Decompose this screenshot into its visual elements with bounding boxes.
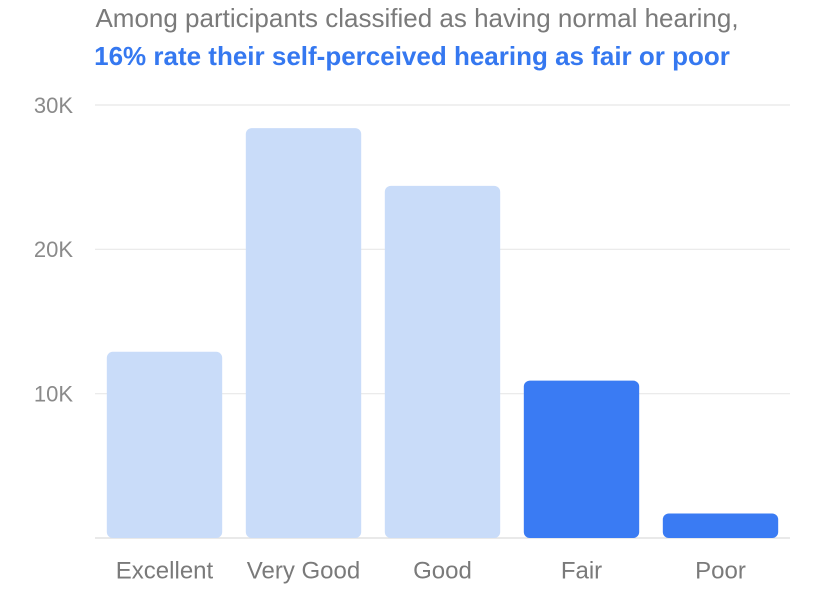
bar xyxy=(106,351,223,538)
y-tick-label: 20K xyxy=(34,237,73,262)
x-tick-label: Good xyxy=(413,557,472,584)
bar xyxy=(245,128,362,539)
chart-subtitle: 16% rate their self-perceived hearing as… xyxy=(94,41,730,71)
x-tick-label: Poor xyxy=(695,557,746,584)
bar xyxy=(523,380,640,538)
x-tick-label: Fair xyxy=(561,557,602,584)
x-tick-label: Very Good xyxy=(247,557,360,584)
y-tick-label: 10K xyxy=(34,381,73,406)
x-tick-label: Excellent xyxy=(116,557,214,584)
chart-title: Among participants classified as having … xyxy=(95,3,738,33)
bar xyxy=(662,513,779,538)
bar xyxy=(384,185,501,538)
y-tick-label: 30K xyxy=(34,93,73,118)
